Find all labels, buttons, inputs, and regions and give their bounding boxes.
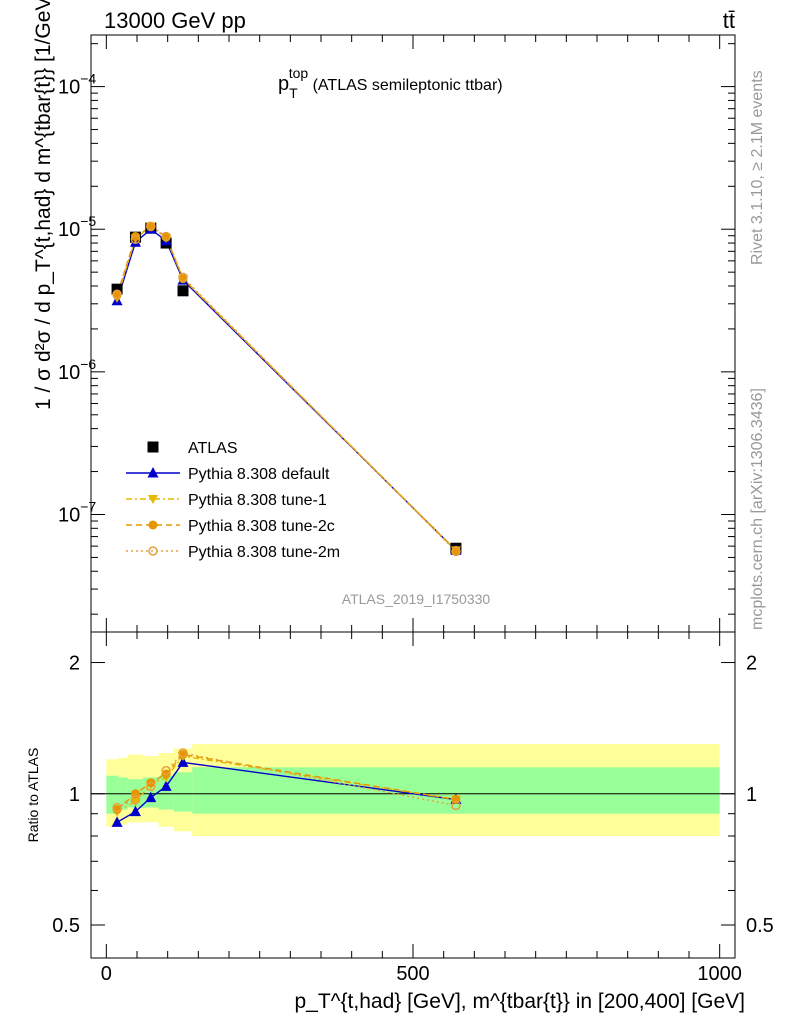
default-marker (145, 791, 157, 803)
plot-title-sub: T (289, 85, 298, 101)
y-tick-base: 10 (58, 77, 80, 99)
legend-label: Pythia 8.308 tune-1 (188, 492, 327, 509)
ratio-y-tick-label-right: 1 (746, 784, 757, 806)
tune2m-marker (112, 802, 122, 813)
y-axis-label: 1 / σ d²σ / d p_T^{t,had} d m^{tbar{t}} … (32, 0, 55, 410)
tune2m-marker (112, 289, 122, 300)
ratio-ticks: 0.5 0.5 1 1 2 2 0 500 1000 (52, 632, 774, 985)
analysis-id: ATLAS_2019_I1750330 (342, 591, 491, 607)
process-label: tt̄ (723, 8, 735, 33)
x-tick-label: 0 (101, 963, 112, 985)
plot-title-rest: (ATLAS semileptonic ttbar) (308, 77, 502, 94)
tune2m-marker (161, 765, 171, 776)
atlas-marker (177, 285, 189, 297)
ratio-y-tick-label-left: 0.5 (52, 915, 80, 937)
inner-band-segment (158, 775, 174, 810)
tune1-ratio-line (116, 755, 457, 813)
ratio-y-tick-label-left: 1 (69, 784, 80, 806)
y-tick-label: 10−6 (58, 356, 96, 384)
y-tick-base: 10 (58, 362, 80, 384)
default-marker (160, 780, 172, 791)
ratio-y-tick-label-left: 2 (69, 653, 80, 675)
ratio-y-axis-label: Ratio to ATLAS (25, 748, 41, 843)
default-marker (111, 816, 123, 827)
tune1-marker (148, 495, 158, 504)
inner-band-segment (173, 772, 193, 812)
y-tick-base: 10 (58, 219, 80, 241)
atlas-marker (111, 283, 123, 295)
tune2m-marker (178, 748, 188, 758)
tune2c-marker (130, 231, 140, 241)
ratio-uncertainty-bands (91, 744, 735, 837)
legend: ATLAS Pythia 8.308 default Pythia 8.308 tu… (126, 440, 340, 561)
tune2m-marker (130, 234, 141, 245)
legend-label: ATLAS (188, 440, 238, 457)
rivet-label: Rivet 3.1.10, ≥ 2.1M events (749, 70, 766, 265)
y-tick-label: 10−7 (58, 498, 96, 526)
default-marker (147, 467, 159, 478)
energy-label: 13000 GeV pp (104, 8, 246, 33)
y-tick-label: 10−5 (58, 213, 96, 241)
y-tick-exp: −5 (80, 213, 96, 229)
x-tick-label: 500 (396, 963, 429, 985)
legend-label: Pythia 8.308 tune-2m (188, 544, 340, 561)
y-tick-exp: −6 (80, 356, 96, 372)
tune2c-marker (148, 520, 158, 530)
main-panel: 10−710−610−510−4 pTtop (ATLAS semilepton… (58, 34, 736, 633)
legend-label: Pythia 8.308 default (188, 466, 330, 483)
main-y-ticks: 10−710−610−510−4 (58, 35, 735, 632)
tune2m-marker (451, 800, 461, 811)
tune2m-marker (130, 794, 141, 805)
main-series (111, 221, 462, 557)
tune2m-marker (146, 221, 156, 231)
ratio-y-tick-label-right: 2 (746, 653, 757, 675)
plot-title-sup: top (289, 65, 309, 81)
plot-title-main: p (278, 73, 289, 95)
y-tick-exp: −4 (80, 71, 96, 87)
main-panel-frame (90, 34, 736, 633)
legend-item-tune2c: Pythia 8.308 tune-2c (126, 518, 335, 535)
ratio-y-tick-label-right: 0.5 (746, 915, 774, 937)
tune2m-marker (451, 546, 461, 557)
default-line (116, 228, 457, 551)
tune2m-line (116, 225, 457, 553)
tune2c-marker (112, 805, 122, 815)
tune2m-marker (161, 231, 171, 242)
mcplots-label: mcplots.cern.ch [arXiv:1306.3436] (749, 388, 766, 630)
ratio-series (111, 748, 462, 827)
y-tick-label: 10−4 (58, 71, 96, 99)
x-tick-label: 1000 (697, 963, 742, 985)
ratio-panel: 0.5 0.5 1 1 2 2 0 500 1000 (52, 631, 774, 985)
tune2m-marker (178, 272, 188, 283)
tune1-marker (130, 797, 141, 807)
x-axis-label: p_T^{t,had} [GeV], m^{tbar{t}} in [200,4… (294, 990, 745, 1013)
plot-title: pTtop (ATLAS semileptonic ttbar) (278, 65, 503, 101)
tune2m-marker (148, 546, 158, 556)
legend-item-default: Pythia 8.308 default (126, 466, 330, 483)
legend-item-atlas: ATLAS (147, 440, 238, 457)
default-marker (177, 756, 189, 767)
legend-item-tune2m: Pythia 8.308 tune-2m (126, 544, 340, 561)
y-tick-exp: −7 (80, 498, 96, 514)
y-axis-label-text: 1 / σ d²σ / d p_T^{t,had} d m^{tbar{t}} … (32, 0, 55, 410)
tune2m-marker (146, 781, 156, 792)
atlas-marker (147, 441, 159, 453)
y-tick-base: 10 (58, 504, 80, 526)
legend-item-tune1: Pythia 8.308 tune-1 (126, 492, 327, 509)
default-marker (129, 805, 141, 817)
tune1-line (116, 225, 457, 551)
legend-label: Pythia 8.308 tune-2c (188, 518, 335, 535)
